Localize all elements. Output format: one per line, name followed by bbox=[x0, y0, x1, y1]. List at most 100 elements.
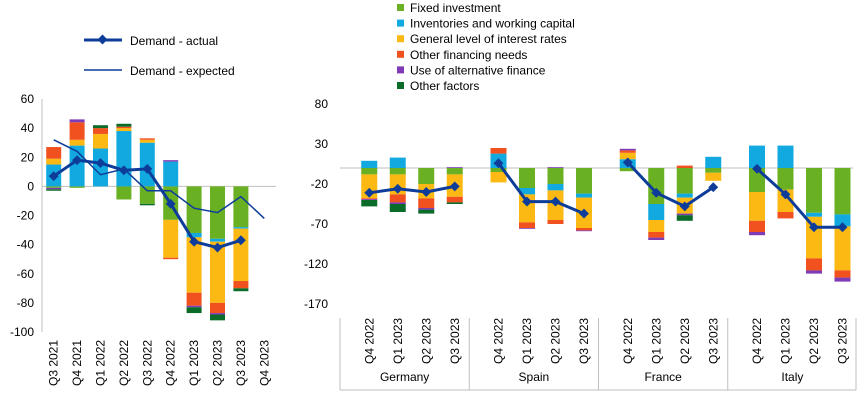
demand-actual-line bbox=[755, 167, 843, 229]
legend-swatch-fixed_investment bbox=[397, 4, 404, 11]
bar-alt_finance-left-5 bbox=[163, 160, 179, 162]
right-x-tick: Q2 2023 bbox=[549, 318, 563, 364]
bar-other_financing-g0-2 bbox=[418, 198, 435, 208]
bar-alt_finance-left-1 bbox=[69, 119, 85, 123]
bar-interest_rates-g1-0 bbox=[490, 172, 507, 183]
left-legend: Demand - actual Demand - expected bbox=[84, 34, 235, 78]
bar-alt_finance-g2-1 bbox=[648, 237, 665, 240]
bar-alt_finance-g1-3 bbox=[576, 230, 592, 232]
bar-other_financing-g2-0 bbox=[619, 150, 636, 153]
bar-other_financing-left-5 bbox=[163, 257, 179, 260]
left-x-tick: Q4 2023 bbox=[257, 340, 271, 386]
bar-fixed_investment-left-3 bbox=[116, 186, 132, 200]
bar-other_factors-g0-2 bbox=[418, 209, 435, 214]
bar-inventories-g3-3 bbox=[834, 214, 851, 227]
demand-actual-point bbox=[118, 165, 129, 176]
demand-actual-point bbox=[752, 163, 762, 174]
bar-other_financing-left-7 bbox=[210, 302, 225, 314]
bar-other_factors-left-0 bbox=[46, 189, 62, 191]
right-x-tick: Q3 2023 bbox=[577, 318, 591, 364]
right-y-tick: -120 bbox=[304, 257, 328, 271]
demand-actual-point bbox=[48, 171, 59, 182]
bar-interest_rates-left-2 bbox=[93, 133, 108, 149]
demand-actual-point bbox=[679, 201, 690, 212]
bar-alt_finance-g0-0 bbox=[361, 199, 378, 200]
legend-label-fixed_investment: Fixed investment bbox=[410, 1, 501, 15]
demand-actual-point bbox=[708, 182, 719, 193]
left-y-tick: -40 bbox=[17, 238, 35, 252]
legend-label-other_factors: Other factors bbox=[410, 79, 479, 93]
bar-inventories-g2-3 bbox=[705, 156, 722, 168]
bar-inventories-left-3 bbox=[116, 131, 132, 187]
left-y-tick: -100 bbox=[10, 325, 34, 339]
bar-other_factors-left-6 bbox=[186, 307, 202, 314]
bar-inventories-left-8 bbox=[233, 227, 249, 229]
bar-interest_rates-left-5 bbox=[163, 219, 179, 258]
bar-inventories-g3-1 bbox=[777, 145, 794, 168]
demand-actual-line bbox=[497, 162, 585, 215]
bar-interest_rates-g3-3 bbox=[834, 226, 851, 271]
left-x-tick: Q4 2021 bbox=[70, 340, 84, 386]
right-x-tick: Q4 2022 bbox=[362, 318, 376, 364]
country-label: Spain bbox=[519, 370, 550, 384]
bar-alt_finance-g3-0 bbox=[749, 232, 765, 236]
left-y-tick: 60 bbox=[21, 92, 35, 106]
right-x-tick: Q1 2023 bbox=[779, 318, 793, 364]
demand-actual-point bbox=[550, 196, 561, 207]
right-y-tick: -20 bbox=[311, 177, 329, 191]
left-y-tick: -60 bbox=[17, 267, 35, 281]
bar-other_financing-left-3 bbox=[116, 126, 132, 129]
bar-fixed_investment-left-1 bbox=[69, 186, 85, 188]
right-x-tick: Q3 2023 bbox=[706, 318, 720, 364]
demand-actual-line bbox=[369, 184, 456, 195]
right-y-tick: -170 bbox=[304, 297, 328, 311]
country-label: Germany bbox=[380, 370, 429, 384]
bar-other_financing-g1-3 bbox=[576, 228, 592, 231]
bar-inventories-g1-1 bbox=[519, 188, 535, 195]
bar-interest_rates-left-6 bbox=[186, 237, 202, 293]
bar-other_factors-g0-3 bbox=[446, 202, 463, 204]
bar-alt_finance-left-0 bbox=[46, 187, 62, 190]
legend-label-alt_finance: Use of alternative finance bbox=[410, 63, 546, 77]
bar-fixed_investment-g0-2 bbox=[418, 168, 435, 184]
bar-inventories-left-7 bbox=[210, 238, 225, 242]
left-x-tick: Q3 2022 bbox=[140, 340, 154, 386]
bar-fixed_investment-g3-1 bbox=[777, 168, 794, 190]
left-x-tick: Q1 2022 bbox=[94, 340, 108, 386]
bar-other_financing-g2-2 bbox=[676, 165, 693, 168]
left-x-tick: Q1 2023 bbox=[187, 340, 201, 386]
demand-actual-point bbox=[165, 198, 176, 209]
right-x-tick: Q2 2023 bbox=[807, 318, 821, 364]
bar-fixed_investment-left-6 bbox=[186, 186, 202, 233]
bar-fixed_investment-g1-0 bbox=[490, 168, 507, 172]
right-y-tick: -70 bbox=[311, 217, 329, 231]
demand-actual-point bbox=[95, 158, 106, 169]
legend-swatch-other_factors bbox=[397, 82, 404, 89]
demand-actual-point bbox=[392, 183, 403, 194]
bar-other_factors-left-2 bbox=[93, 125, 108, 129]
demand-actual-point bbox=[837, 222, 848, 233]
demand-actual-line bbox=[626, 161, 715, 209]
bar-interest_rates-g3-0 bbox=[749, 192, 765, 221]
bar-inventories-g0-1 bbox=[389, 157, 406, 168]
bar-inventories-g2-1 bbox=[648, 204, 665, 220]
bar-inventories-g1-2 bbox=[547, 184, 564, 191]
left-x-tick: Q2 2023 bbox=[211, 340, 225, 386]
bar-alt_finance-g3-3 bbox=[834, 277, 851, 282]
demand-actual-point bbox=[651, 187, 662, 198]
bar-alt_finance-g2-2 bbox=[676, 213, 693, 216]
bar-other_financing-g3-0 bbox=[749, 220, 765, 232]
bar-fixed_investment-g2-3 bbox=[705, 168, 722, 173]
bar-inventories-left-6 bbox=[186, 232, 202, 238]
legend-actual-label: Demand - actual bbox=[130, 34, 218, 48]
right-x-tick: Q3 2023 bbox=[836, 318, 850, 364]
bar-interest_rates-left-1 bbox=[69, 139, 85, 146]
bar-alt_finance-g0-3 bbox=[446, 167, 463, 168]
bar-other_financing-left-0 bbox=[46, 147, 62, 159]
bar-interest_rates-left-0 bbox=[46, 158, 62, 165]
bar-inventories-g0-0 bbox=[361, 160, 378, 168]
bar-fixed_investment-g2-2 bbox=[676, 168, 693, 194]
bar-alt_finance-left-6 bbox=[186, 305, 202, 308]
bar-inventories-g1-3 bbox=[576, 193, 592, 198]
